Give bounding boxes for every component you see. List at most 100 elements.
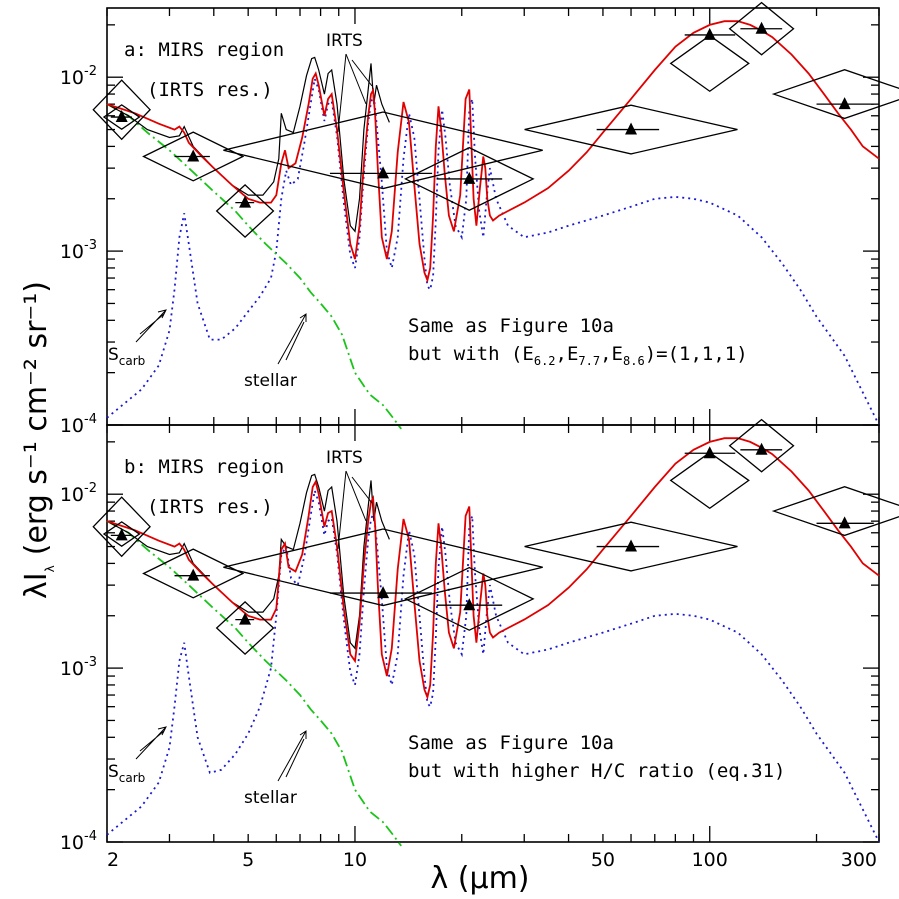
panel-b-series-red	[106, 437, 880, 701]
panel-b-note-line2: but with higher H/C ratio (eq.31)	[408, 760, 786, 782]
panel-a-ytick-label: 10-3	[60, 238, 97, 263]
panel-a-scarb-label: Scarb	[108, 345, 145, 368]
panel-b-ytick-label: 10-3	[60, 655, 97, 680]
xtick-label: 50	[591, 849, 615, 871]
panel-b-observed-point	[187, 568, 200, 581]
panel-a-observed-point	[463, 171, 476, 184]
ytick-exp: -2	[84, 64, 97, 79]
ytick-exp: -3	[84, 655, 97, 670]
panel-b-resolution-label: (IRTS res.)	[147, 496, 273, 518]
panel-a-observed-point	[625, 122, 638, 135]
xtick-label: 100	[692, 849, 728, 871]
panel-b-model-diamond	[669, 451, 750, 510]
panel-b-ytick-label: 10-2	[60, 481, 97, 506]
xtick-label: 5	[242, 849, 254, 871]
panel-b-model-diamond	[102, 521, 141, 548]
xtick-label: 300	[841, 849, 877, 871]
panel-b-model-diamond	[771, 486, 899, 537]
panel-a-note-line2: but with (E6.2,E7.7,E8.6)=(1,1,1)	[408, 343, 748, 368]
ytick-base: 10	[60, 832, 84, 854]
panel-a-resolution-label: (IRTS res.)	[147, 79, 273, 101]
panel-a-stellar-label: stellar	[244, 371, 297, 391]
panel-b-observed-point	[625, 539, 638, 552]
panel-a-observed-point	[755, 21, 768, 34]
panel-b-scarb-arrow	[135, 726, 167, 760]
y-axis-label: λIλ (erg s⁻¹ cm⁻² sr⁻¹)	[19, 281, 57, 599]
panel-b-model-diamond	[524, 521, 738, 572]
panel-b-scarb-label: Scarb	[108, 762, 145, 785]
panel-b: 10-210-310-4b: MIRS region(IRTS res.)IRT…	[60, 418, 899, 854]
panel-b-observed-point	[755, 442, 768, 455]
panel-a-model-diamond	[524, 104, 738, 155]
panel-b-model-diamond	[142, 548, 245, 599]
panel-b-observed-point	[463, 598, 476, 611]
panel-b-irts-arrow	[345, 470, 367, 522]
ytick-base: 10	[60, 658, 84, 680]
ytick-base: 10	[60, 67, 84, 89]
panel-a-stellar-arrow	[277, 313, 307, 365]
panel-b-model-diamond	[728, 418, 795, 473]
ytick-base: 10	[60, 484, 84, 506]
panel-b-series-green	[106, 520, 402, 847]
panel-b-observed-point	[377, 586, 390, 599]
panel-b-irts-arrow	[351, 476, 373, 504]
ytick-base: 10	[60, 415, 84, 437]
panel-a-model-diamond	[223, 111, 543, 190]
panel-a-observed-point	[187, 149, 200, 162]
panel-b-model-diamond	[215, 601, 275, 655]
panel-a-model-diamond	[728, 1, 795, 56]
xtick-label: 2	[107, 849, 119, 871]
panel-a-series-green	[106, 103, 402, 430]
ytick-base: 10	[60, 241, 84, 263]
panel-b-stellar-arrow	[277, 730, 307, 782]
panel-a-model-diamond	[669, 34, 750, 93]
panel-a-model-diamond	[142, 131, 245, 182]
panel-b-model-diamond	[92, 496, 151, 558]
ytick-exp: -3	[84, 238, 97, 253]
panel-a-observed-point	[838, 97, 851, 110]
panel-a-ytick-label: 10-2	[60, 64, 97, 89]
y-label-main: λI	[19, 572, 54, 599]
panel-a-irts-label: IRTS	[326, 31, 363, 51]
xtick-label: 10	[343, 849, 367, 871]
panel-a-region-label: a: MIRS region	[124, 39, 284, 61]
panel-b-irts-arrow	[337, 470, 347, 550]
panel-a-irts-arrow	[337, 53, 347, 133]
panel-b-observed-point	[239, 612, 252, 625]
panel-b-frame	[106, 424, 880, 843]
panel-a-model-diamond	[92, 79, 151, 141]
panel-a-model-diamond	[215, 184, 275, 238]
panel-b-region-label: b: MIRS region	[124, 456, 284, 478]
panel-a: 10-210-310-4a: MIRS region(IRTS res.)IRT…	[60, 1, 899, 437]
scarb-main: S	[108, 345, 119, 365]
panel-a-scarb-arrow	[135, 309, 167, 343]
panel-a-series-blue	[106, 75, 880, 426]
panel-a-observed-point	[377, 166, 390, 179]
svg-text:λIλ(erg s⁻¹ cm⁻² sr⁻¹): λIλ (erg s⁻¹ cm⁻² sr⁻¹)	[19, 281, 57, 599]
scarb-sub: carb	[119, 354, 146, 368]
panel-a-observed-point	[239, 195, 252, 208]
panel-a-series-black	[106, 56, 390, 233]
panel-b-ytick-label: 10-4	[60, 829, 97, 854]
panel-b-observed-point	[838, 516, 851, 529]
ytick-exp: -2	[84, 481, 97, 496]
panel-b-model-diamond	[403, 566, 535, 631]
ytick-exp: -4	[84, 829, 97, 844]
x-axis-label: λ (μm)	[430, 861, 529, 896]
panel-a-model-diamond	[403, 146, 535, 211]
panel-b-stellar-label: stellar	[244, 788, 297, 808]
panel-b-irts-label: IRTS	[326, 448, 363, 468]
scarb-sub: carb	[119, 771, 146, 785]
panel-a-irts-arrow	[345, 53, 367, 105]
ytick-exp: -4	[84, 412, 97, 427]
y-label-sub: λ	[43, 565, 57, 572]
panel-a-model-diamond	[771, 69, 899, 120]
panel-a-series-red	[106, 20, 880, 284]
panel-b-series-black	[106, 473, 390, 650]
panel-a-ytick-label: 10-4	[60, 412, 97, 437]
panel-a-irts-arrow	[351, 59, 373, 87]
scarb-main: S	[108, 762, 119, 782]
panel-b-note-line1: Same as Figure 10a	[408, 732, 614, 754]
y-label-units: (erg s⁻¹ cm⁻² sr⁻¹)	[19, 281, 54, 555]
